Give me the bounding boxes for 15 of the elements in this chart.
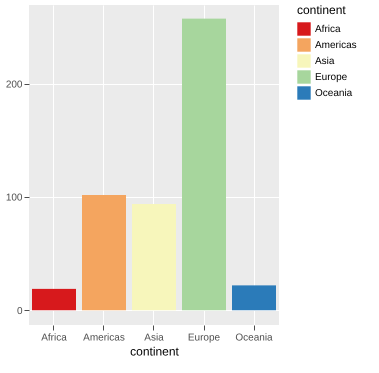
x-tick-label: Oceania [235,332,274,344]
legend-label: Oceania [315,88,353,99]
x-tick-label: Asia [144,332,164,344]
x-tick-label: Africa [41,332,68,344]
x-axis-title: continent [130,344,180,358]
legend-label: Americas [315,40,357,51]
x-tick-label: Americas [83,332,125,344]
legend-label: Asia [315,56,335,67]
y-tick-label: 200 [6,80,23,91]
legend-title: continent [297,3,346,17]
x-tick-label: Europe [188,332,221,344]
y-tick-label: 100 [6,192,23,204]
legend-label: Africa [315,24,341,35]
legend-label: Europe [315,72,348,83]
y-tick-label: 0 [16,306,23,317]
